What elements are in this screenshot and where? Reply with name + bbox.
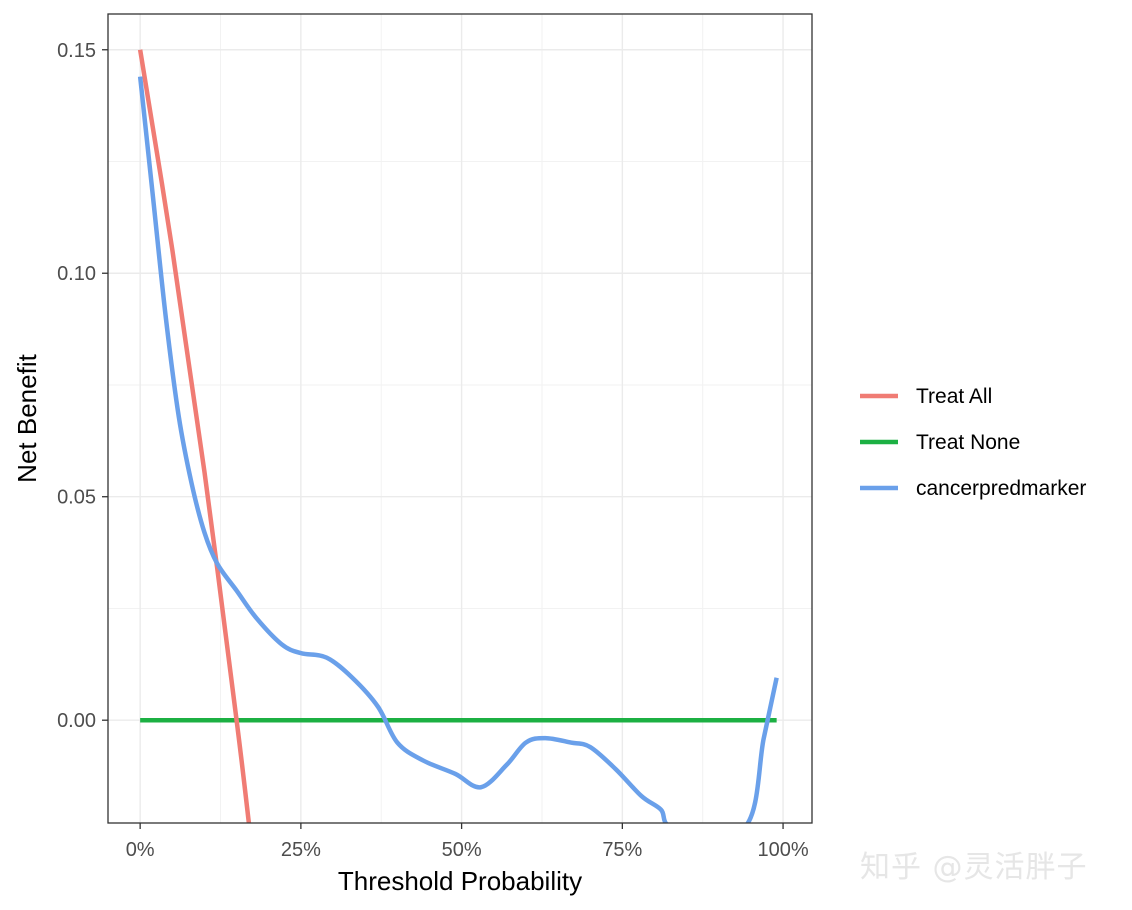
x-tick-label: 50% [442,839,482,861]
x-tick-label: 75% [602,839,642,861]
series-layer [137,49,779,823]
legend-label: Treat All [916,385,992,408]
legend-label: Treat None [916,431,1020,454]
x-tick-label: 0% [126,839,155,861]
y-tick-label: 0.00 [57,710,96,732]
legend: Treat All Treat None cancerpredmarker [860,385,1086,500]
y-axis: 0.00 0.05 0.10 0.15 [57,40,108,732]
x-axis: 0% 25% 50% 75% 100% [126,823,809,861]
series-line-treat-all [137,49,252,823]
x-tick-label: 100% [757,839,808,861]
x-tick-label: 25% [281,839,321,861]
watermark: 知乎 @灵活胖子 [860,850,1088,885]
x-axis-title: Threshold Probability [338,866,582,896]
series-line-cancerpredmarker [137,76,779,823]
y-tick-label: 0.15 [57,40,96,62]
y-tick-label: 0.10 [57,263,96,285]
grid-lines [108,14,812,823]
panel-background [108,14,812,823]
legend-label: cancerpredmarker [916,477,1086,500]
panel-border [107,13,813,824]
y-tick-label: 0.05 [57,487,96,509]
y-axis-title: Net Benefit [12,353,42,482]
